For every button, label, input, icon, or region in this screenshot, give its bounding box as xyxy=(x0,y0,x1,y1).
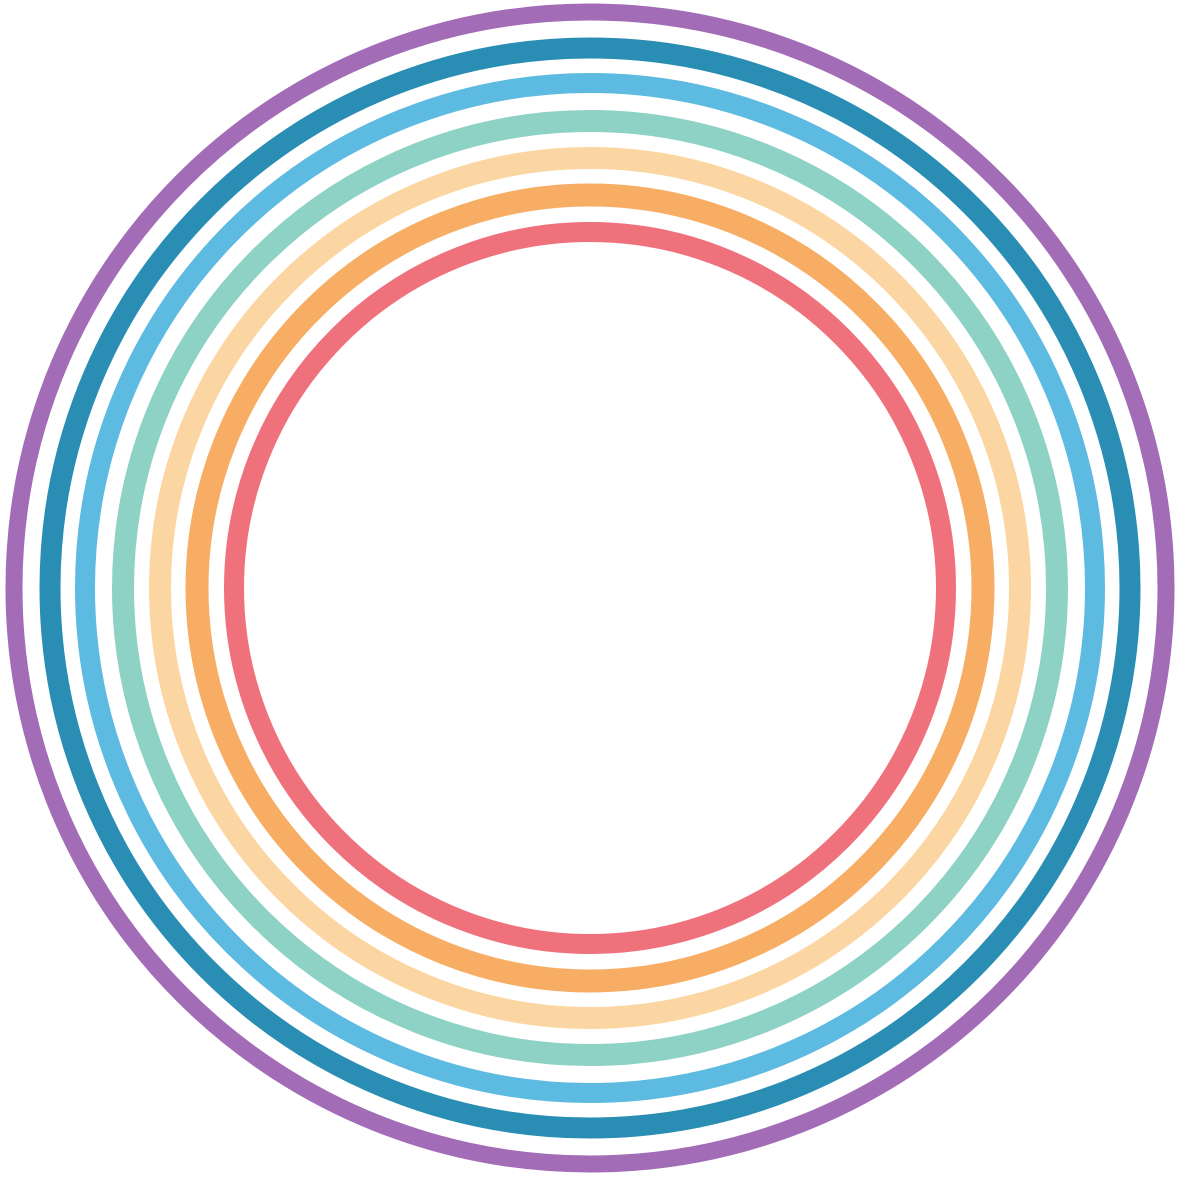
ring-coral xyxy=(224,222,956,954)
ring-peach xyxy=(149,147,1031,1029)
ring-dark-blue xyxy=(39,37,1141,1139)
ring-light-blue xyxy=(75,73,1105,1103)
ring-purple xyxy=(5,3,1175,1173)
ring-mint xyxy=(112,110,1068,1066)
ring-orange xyxy=(185,183,995,993)
